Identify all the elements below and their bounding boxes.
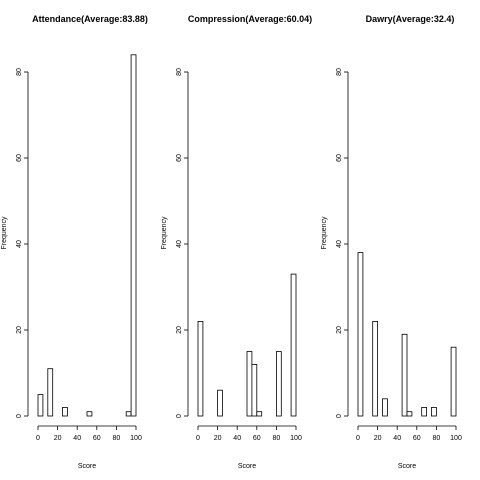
x-tick-label: 60 — [93, 435, 101, 442]
x-tick-label: 20 — [374, 435, 382, 442]
y-tick-label: 40 — [16, 240, 23, 248]
histogram-bar — [275, 351, 282, 417]
x-tick-label: 80 — [273, 435, 281, 442]
y-axis-label: Frequency — [161, 216, 168, 250]
x-tick-label: 20 — [54, 435, 62, 442]
histogram-bar — [431, 406, 437, 417]
x-axis-label: Score — [238, 463, 256, 470]
x-tick-label: 0 — [196, 435, 200, 442]
y-tick-label: 40 — [176, 240, 183, 248]
x-tick-label: 60 — [413, 435, 421, 442]
y-tick-label: 20 — [16, 326, 23, 334]
histogram-bar — [401, 333, 408, 417]
x-tick-label: 40 — [73, 435, 81, 442]
x-tick-label: 0 — [356, 435, 360, 442]
histogram-bar — [382, 398, 388, 417]
y-tick-label: 0 — [176, 414, 183, 418]
histogram-bar — [450, 346, 457, 417]
y-tick-label: 80 — [176, 68, 183, 76]
y-tick-label: 60 — [176, 154, 183, 162]
x-axis-label: Score — [398, 463, 416, 470]
y-axis-label: Frequency — [1, 216, 8, 250]
x-tick-label: 100 — [450, 435, 462, 442]
y-tick-label: 80 — [336, 68, 343, 76]
histogram-bar — [372, 320, 379, 417]
histogram-bar — [125, 411, 132, 417]
histogram-bar — [357, 252, 364, 417]
histogram-bar — [421, 406, 428, 417]
y-axis-label: Frequency — [321, 216, 328, 250]
x-axis-label: Score — [78, 463, 96, 470]
histogram-bar — [130, 54, 137, 417]
histogram-bar — [47, 368, 54, 417]
x-tick-label: 20 — [214, 435, 222, 442]
histogram-bar — [197, 320, 204, 417]
histogram-bar — [217, 389, 223, 417]
histogram-bar — [406, 411, 413, 417]
y-tick-label: 40 — [336, 240, 343, 248]
histogram-bar — [256, 411, 263, 417]
y-tick-label: 60 — [16, 154, 23, 162]
x-tick-label: 40 — [233, 435, 241, 442]
x-tick-label: 80 — [433, 435, 441, 442]
histogram-bar — [246, 351, 253, 417]
y-tick-label: 60 — [336, 154, 343, 162]
chart-title: Compression(Average:60.04) — [188, 14, 312, 24]
y-tick-label: 80 — [16, 68, 23, 76]
y-tick-label: 20 — [336, 326, 343, 334]
x-tick-label: 100 — [130, 435, 142, 442]
y-tick-label: 0 — [16, 414, 23, 418]
y-tick-label: 0 — [336, 414, 343, 418]
histogram-bar — [37, 394, 44, 417]
histogram-bar — [62, 406, 68, 417]
histogram-bar — [86, 411, 93, 417]
histogram-bar — [251, 363, 258, 417]
x-tick-label: 0 — [36, 435, 40, 442]
chart-title: Dawry(Average:32.4) — [366, 14, 455, 24]
y-tick-label: 20 — [176, 326, 183, 334]
x-tick-label: 60 — [253, 435, 261, 442]
histogram-bar — [290, 273, 297, 417]
x-tick-label: 80 — [113, 435, 121, 442]
chart-title: Attendance(Average:83.88) — [32, 14, 148, 24]
x-tick-label: 40 — [393, 435, 401, 442]
x-tick-label: 100 — [290, 435, 302, 442]
